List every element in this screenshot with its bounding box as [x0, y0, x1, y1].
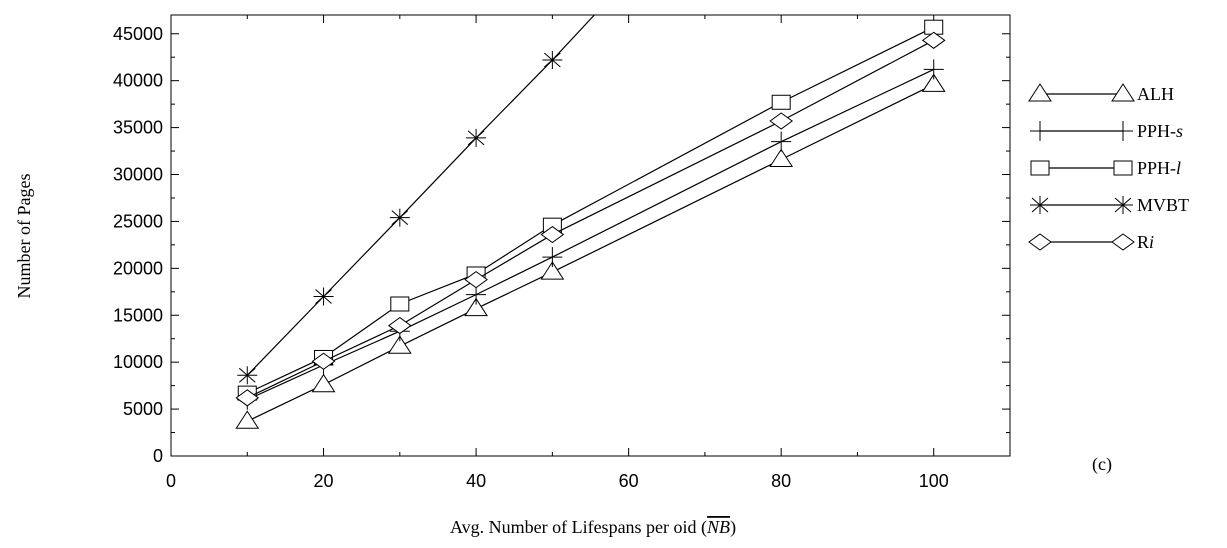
- data-point: [542, 247, 563, 268]
- legend-marker-start: [1030, 196, 1050, 214]
- legend-marker-end: [1111, 83, 1135, 102]
- y-tick-label: 25000: [113, 211, 163, 231]
- legend-entry: ALH: [1028, 83, 1174, 104]
- series-pph-l: [237, 19, 944, 401]
- panel-label: (c): [1092, 454, 1112, 475]
- data-point: [235, 410, 260, 429]
- series-line: [246, 14, 595, 376]
- data-point: [923, 59, 944, 80]
- legend-label-base: PPH-: [1137, 158, 1176, 178]
- legend-label-italic: l: [1176, 158, 1181, 178]
- legend-marker-end: [1113, 196, 1133, 214]
- legend-label: MVBT: [1137, 195, 1189, 215]
- plot-frame: [170, 14, 1011, 457]
- y-axis-ticks: 0 5000 10000 15000 20000 25000 30000 35000 40000…: [113, 24, 1010, 466]
- data-point: [466, 128, 487, 147]
- series-line: [247, 26, 934, 394]
- x-tick-label: 60: [619, 471, 639, 491]
- series-mvbt: [237, 14, 595, 385]
- series-line: [247, 39, 935, 399]
- legend-label-base: R: [1137, 232, 1149, 252]
- data-point: [464, 297, 489, 317]
- y-tick-label: 10000: [113, 352, 163, 372]
- data-point: [387, 316, 412, 335]
- x-tick-label: 0: [166, 471, 176, 491]
- series-ri: [235, 31, 946, 407]
- y-tick-label: 30000: [113, 165, 163, 185]
- data-point: [464, 270, 488, 289]
- x-tick-label: 20: [314, 471, 334, 491]
- legend-marker-start: [1028, 233, 1052, 251]
- legend-marker-start: [1030, 160, 1050, 176]
- data-point: [311, 352, 336, 370]
- data-point: [771, 94, 791, 110]
- y-tick-label: 35000: [113, 118, 163, 138]
- data-point: [769, 148, 794, 167]
- data-point: [389, 208, 410, 227]
- y-tick-label: 5000: [123, 399, 163, 419]
- data-point: [540, 225, 565, 244]
- series-alh: [235, 73, 946, 429]
- data-point: [235, 389, 260, 407]
- x-axis-title: Avg. Number of Lifespans per oid (NB): [450, 517, 736, 538]
- legend-marker-end: [1111, 233, 1135, 251]
- x-axis-title-suffix: ): [730, 517, 736, 538]
- legend-label-base: PPH-: [1137, 121, 1176, 141]
- data-point: [387, 335, 412, 354]
- data-point: [921, 31, 946, 49]
- legend-label-base: ALH: [1137, 84, 1174, 104]
- y-axis-title: Number of Pages: [14, 174, 34, 299]
- x-tick-label: 40: [466, 471, 486, 491]
- data-point: [390, 296, 410, 312]
- x-tick-label: 80: [771, 471, 791, 491]
- legend-label: PPH-l: [1137, 158, 1181, 178]
- y-tick-label: 15000: [113, 305, 163, 325]
- legend-label: Ri: [1137, 232, 1154, 252]
- plot-border: [170, 14, 1011, 457]
- legend-marker-start: [1030, 121, 1050, 141]
- legend-label: PPH-s: [1137, 121, 1183, 141]
- legend-label-base: MVBT: [1137, 195, 1189, 215]
- x-axis-ticks: 0 20 40 60 80 100: [166, 15, 949, 491]
- data-point: [542, 51, 563, 70]
- data-point: [540, 261, 565, 280]
- series-line: [247, 68, 934, 401]
- legend-marker-start: [1028, 83, 1052, 102]
- data-point: [311, 373, 336, 393]
- legend-entry: PPH-l: [1030, 158, 1181, 178]
- data-point: [313, 287, 334, 306]
- x-axis-title-prefix: Avg. Number of Lifespans per oid (: [450, 517, 707, 538]
- series-layer: [235, 14, 946, 429]
- y-tick-label: 40000: [113, 71, 163, 91]
- data-point: [771, 131, 792, 152]
- legend-label-italic: i: [1149, 232, 1154, 252]
- legend-label-italic: s: [1176, 121, 1183, 141]
- legend-label: ALH: [1137, 84, 1174, 104]
- data-point: [237, 366, 258, 385]
- y-tick-label: 45000: [113, 24, 163, 44]
- series-line: [247, 83, 934, 422]
- legend-marker-end: [1113, 160, 1133, 176]
- y-tick-label: 20000: [113, 258, 163, 278]
- series-pph-s: [237, 59, 944, 410]
- x-tick-label: 100: [919, 471, 949, 491]
- x-axis-title-symbol: NB: [706, 517, 730, 537]
- legend-entry: MVBT: [1030, 195, 1189, 215]
- legend-entry: Ri: [1028, 232, 1154, 252]
- data-point: [769, 112, 794, 130]
- data-point: [921, 73, 946, 92]
- legend-entry: PPH-s: [1030, 121, 1183, 141]
- y-tick-label: 0: [153, 446, 163, 466]
- legend-marker-end: [1113, 121, 1133, 141]
